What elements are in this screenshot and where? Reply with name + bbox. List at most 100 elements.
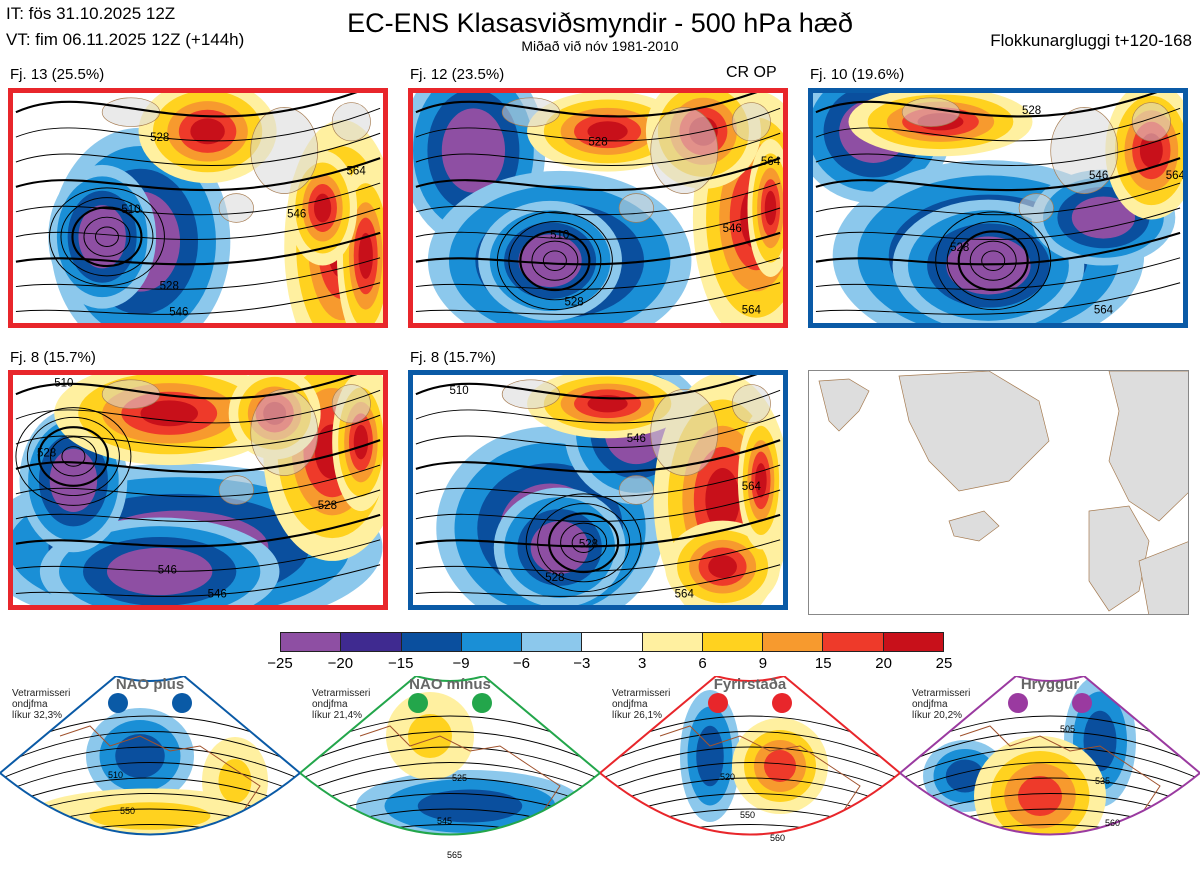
landmass [650, 107, 719, 194]
regime-contour [0, 777, 300, 808]
height-contour [415, 107, 781, 142]
regime-contour-label: 535 [1095, 776, 1110, 786]
contour-label: 546 [723, 223, 742, 235]
height-contour [415, 282, 781, 315]
regime-outline [600, 676, 900, 836]
height-contour [15, 157, 381, 192]
colorbar-tick-label: −9 [452, 655, 470, 672]
cluster-panel-4: 510 528 546 528 546 [8, 370, 388, 610]
height-contour [560, 522, 608, 563]
colorbar-tick-label: −25 [267, 655, 293, 672]
regime-blocking: 520 550 560 Fyrirstaða Vetrarmisseri ondjfma l… [600, 676, 900, 871]
regime-anomaly-positive [89, 802, 211, 830]
anomaly-negative [49, 448, 98, 513]
regime-contour [300, 824, 600, 835]
contour-label: 510 [449, 385, 468, 397]
regime-contour [300, 762, 600, 794]
regime-contour [900, 762, 1200, 794]
height-contour [415, 389, 781, 424]
landmass [1131, 102, 1171, 142]
height-contour [531, 240, 579, 281]
landmass [218, 193, 254, 223]
height-contour [815, 182, 1181, 216]
regime-anomaly-positive [1018, 776, 1062, 816]
height-contour [94, 226, 119, 248]
regime-contour [600, 762, 900, 794]
regime-marker [708, 693, 728, 713]
regime-name: Hryggur [1020, 676, 1080, 693]
height-contour [415, 414, 781, 448]
contour-label: 564 [742, 481, 762, 493]
regime-contour [0, 840, 300, 863]
anomaly-positive [358, 232, 373, 279]
regime-anomaly-negative [417, 789, 523, 823]
regime-contour [600, 746, 900, 780]
regime-contour [900, 746, 1200, 780]
regime-contour [600, 840, 900, 863]
colorbar-segment [582, 633, 643, 651]
height-contour [415, 257, 781, 290]
height-contour [415, 182, 781, 216]
regime-contour [0, 856, 300, 871]
anomaly-negative [518, 234, 582, 288]
contour-label: 546 [1089, 170, 1108, 182]
contour-label: 528 [588, 137, 607, 149]
regime-outline [900, 676, 1200, 836]
colorbar-segment [522, 633, 583, 651]
landmass [731, 384, 771, 424]
height-contour [415, 439, 781, 474]
valid-time: VT: fim 06.11.2025 12Z (+144h) [6, 30, 245, 49]
height-contour [537, 503, 631, 583]
anomaly-positive [1139, 133, 1163, 168]
contour-label: 546 [158, 564, 177, 576]
regime-contour-label: 560 [1105, 818, 1120, 828]
height-contour [415, 231, 781, 266]
contour-label: 528 [150, 132, 169, 144]
height-contour [815, 93, 1158, 118]
contour-label: 564 [742, 304, 762, 316]
regime-contour-label: 525 [452, 773, 467, 783]
anomaly-positive [764, 190, 777, 226]
height-contour [15, 132, 381, 166]
landmass [331, 384, 371, 424]
regime-contour [0, 762, 300, 794]
height-contour [946, 221, 1040, 301]
regime-probability-text: Vetrarmisseri ondjfma líkur 32,3% [12, 688, 71, 721]
chart-title: EC-ENS Klasasviðsmyndir - 500 hPa hæð [347, 8, 853, 38]
colorbar-tick-label: 9 [758, 655, 768, 672]
contour-label: 564 [347, 165, 367, 177]
empty-map-panel [808, 370, 1189, 615]
landmass [250, 107, 319, 194]
regime-contour [0, 746, 300, 780]
regime-contour-label: 545 [437, 816, 452, 826]
panel-label: Fj. 13 (25.5%) [10, 66, 105, 83]
landmass [618, 193, 654, 223]
contour-label: 546 [208, 588, 227, 600]
regime-contour [600, 731, 900, 766]
height-contour [15, 407, 132, 506]
height-contour [415, 539, 781, 572]
height-contour [15, 375, 358, 400]
landmass [218, 475, 254, 505]
height-contour [15, 107, 381, 142]
panel-label: Fj. 10 (19.6%) [810, 66, 905, 83]
regime-contour [900, 856, 1200, 871]
contour-label: 564 [1094, 304, 1114, 316]
colorbar-segment [763, 633, 824, 651]
colorbar-segment [341, 633, 402, 651]
regime-anomaly-negative [115, 734, 165, 778]
landmass [618, 475, 654, 505]
regime-contour-label: 505 [1060, 724, 1075, 734]
regime-probability-text: Vetrarmisseri ondjfma líkur 20,2% [912, 688, 971, 721]
colorbar-segment [823, 633, 884, 651]
contour-label: 564 [675, 588, 695, 600]
colorbar-segment [401, 633, 462, 651]
height-contour [415, 375, 758, 400]
colorbar-segment [461, 633, 523, 651]
regime-contour [600, 824, 900, 835]
regime-marker [472, 693, 492, 713]
height-contour [15, 564, 381, 597]
regime-anomaly-negative [696, 725, 724, 787]
regime-marker [108, 693, 128, 713]
height-contour [15, 513, 381, 548]
